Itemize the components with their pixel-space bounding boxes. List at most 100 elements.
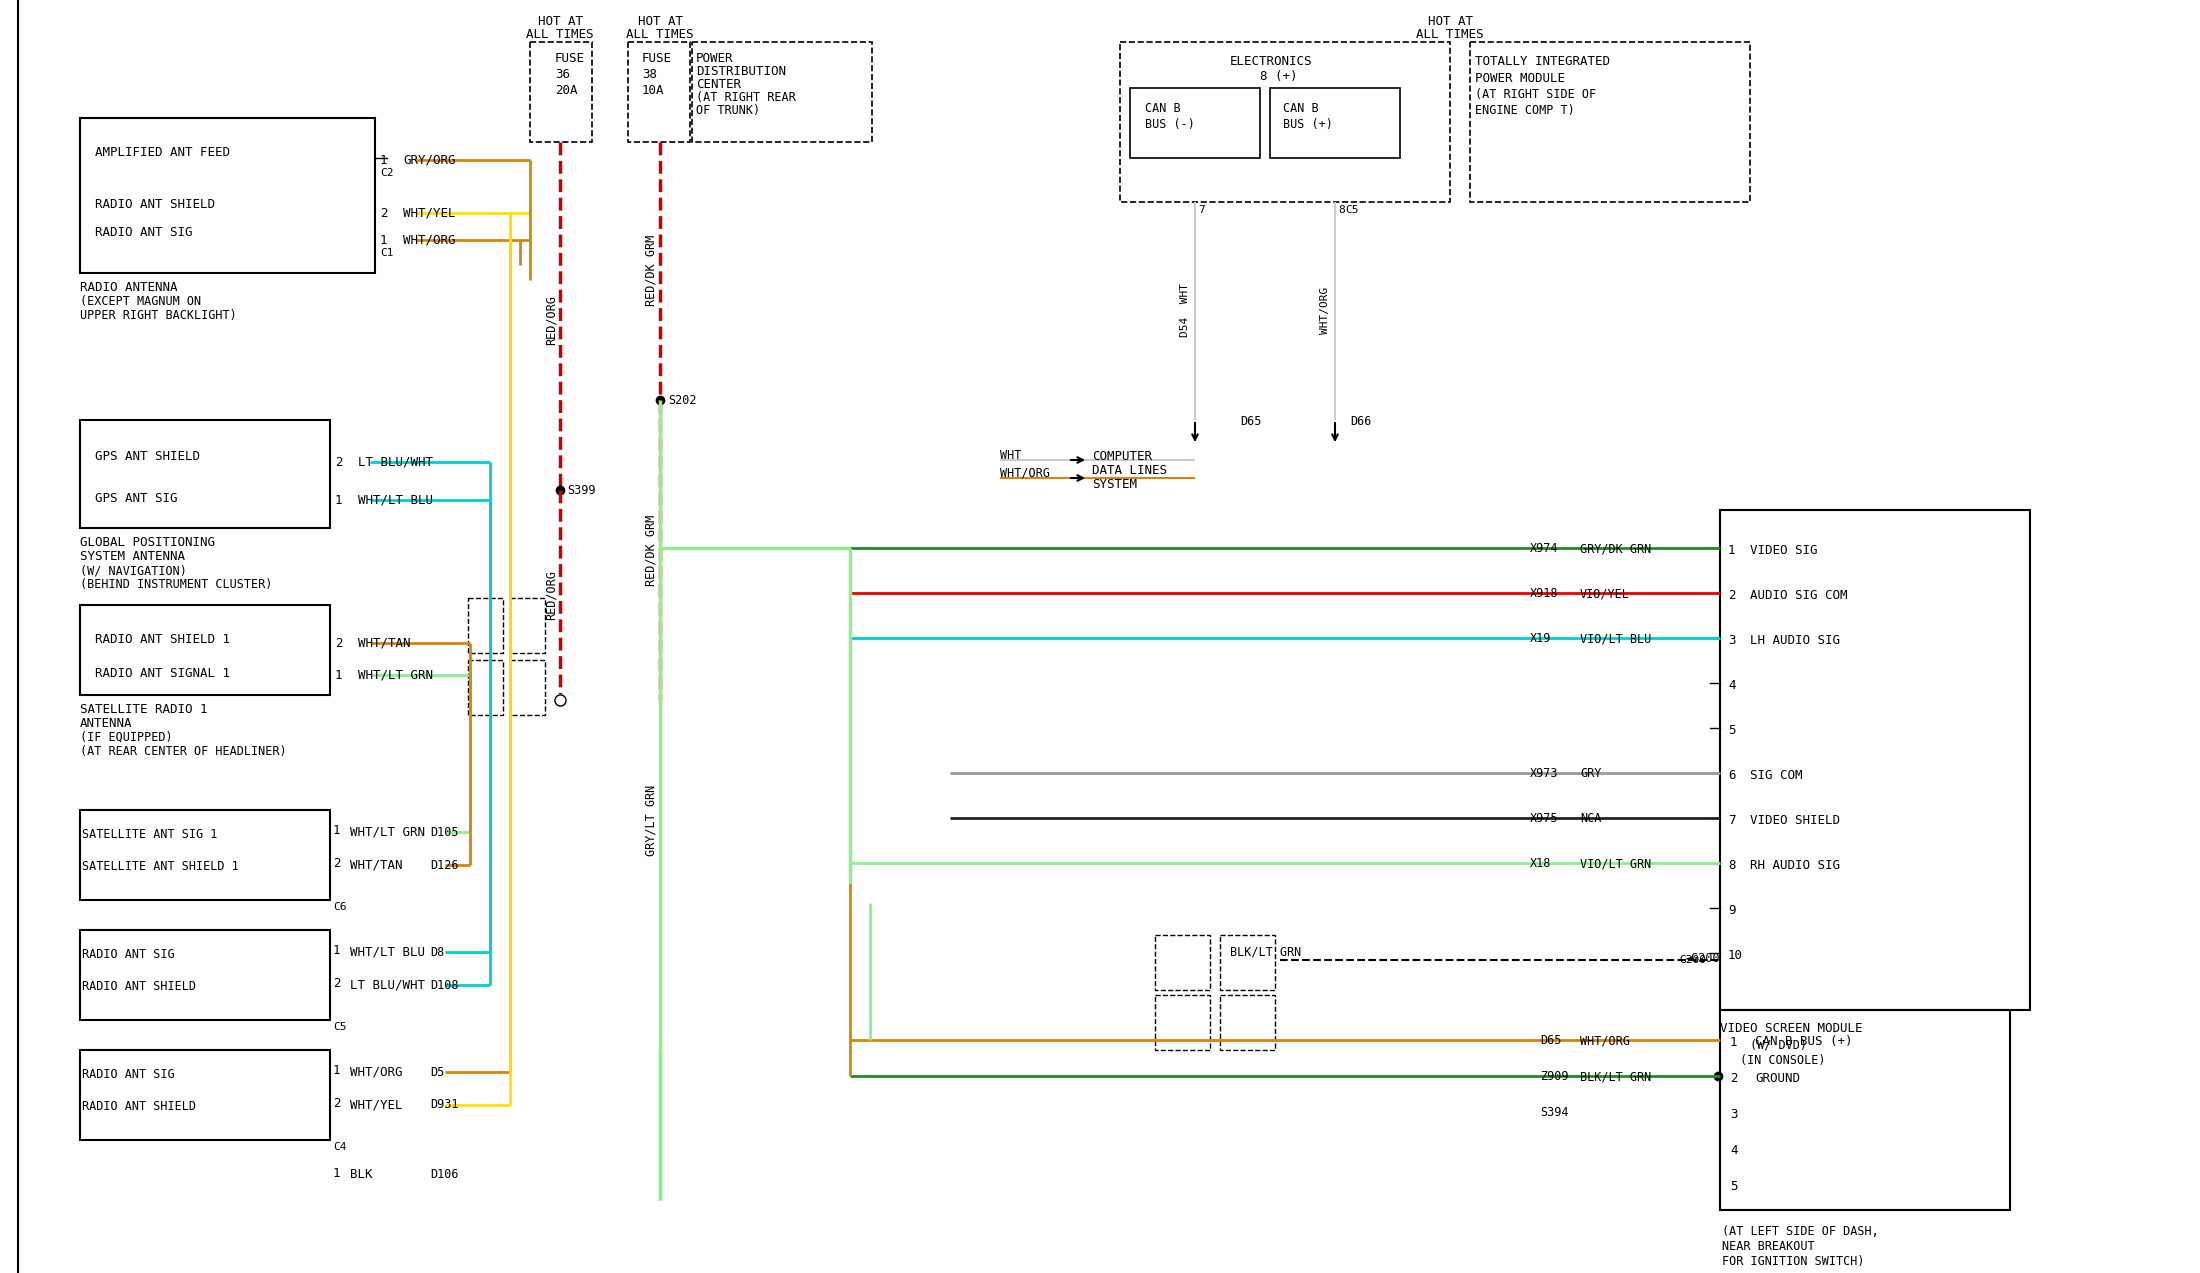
Text: WHT/ORG: WHT/ORG bbox=[1580, 1034, 1630, 1046]
Text: GRY/ORG: GRY/ORG bbox=[403, 154, 455, 167]
Text: D106: D106 bbox=[429, 1169, 458, 1181]
Text: POWER MODULE: POWER MODULE bbox=[1474, 73, 1564, 85]
Text: RADIO ANT SIG: RADIO ANT SIG bbox=[81, 948, 174, 961]
Text: 1: 1 bbox=[332, 1064, 341, 1077]
Text: RED/ORG: RED/ORG bbox=[546, 295, 559, 345]
Text: D5: D5 bbox=[429, 1066, 444, 1078]
Text: 8 (+): 8 (+) bbox=[1261, 70, 1298, 83]
Text: 10: 10 bbox=[1727, 948, 1742, 961]
Text: BUS (-): BUS (-) bbox=[1144, 118, 1195, 131]
Text: VIDEO SHIELD: VIDEO SHIELD bbox=[1749, 813, 1839, 826]
Bar bbox=[1155, 934, 1210, 990]
Text: GRY/DK GRN: GRY/DK GRN bbox=[1580, 542, 1652, 555]
Text: RADIO ANT SIG: RADIO ANT SIG bbox=[95, 227, 194, 239]
Text: 2: 2 bbox=[334, 636, 343, 651]
Text: ANTENNA: ANTENNA bbox=[79, 717, 132, 729]
Text: 2: 2 bbox=[332, 857, 341, 869]
Text: D108: D108 bbox=[429, 979, 458, 992]
Text: RADIO ANT SHIELD 1: RADIO ANT SHIELD 1 bbox=[95, 633, 231, 645]
Text: COMPUTER: COMPUTER bbox=[1091, 449, 1153, 463]
Bar bbox=[79, 810, 330, 900]
Text: VIO/LT GRN: VIO/LT GRN bbox=[1580, 857, 1652, 869]
Text: BLK/LT GRN: BLK/LT GRN bbox=[1580, 1071, 1652, 1083]
Bar bbox=[510, 659, 546, 715]
Text: (IN CONSOLE): (IN CONSOLE) bbox=[1740, 1054, 1826, 1067]
Text: AMPLIFIED ANT FEED: AMPLIFIED ANT FEED bbox=[95, 146, 231, 159]
Text: (BEHIND INSTRUMENT CLUSTER): (BEHIND INSTRUMENT CLUSTER) bbox=[79, 578, 273, 591]
Text: RADIO ANT SHIELD: RADIO ANT SHIELD bbox=[95, 199, 216, 211]
Text: WHT/LT GRN: WHT/LT GRN bbox=[359, 668, 433, 681]
Text: WHT/TAN: WHT/TAN bbox=[350, 858, 403, 872]
Text: OF TRUNK): OF TRUNK) bbox=[695, 104, 761, 117]
Text: 2: 2 bbox=[381, 207, 387, 220]
Text: 1: 1 bbox=[332, 824, 341, 838]
Text: SIG COM: SIG COM bbox=[1749, 769, 1802, 782]
Bar bbox=[1720, 1009, 2011, 1211]
Text: FUSE: FUSE bbox=[554, 52, 585, 65]
Text: GPS ANT SIG: GPS ANT SIG bbox=[95, 491, 178, 505]
Text: (IF EQUIPPED): (IF EQUIPPED) bbox=[79, 731, 172, 743]
Text: S394: S394 bbox=[1540, 1106, 1569, 1119]
Text: (EXCEPT MAGNUM ON: (EXCEPT MAGNUM ON bbox=[79, 295, 200, 308]
Text: D126: D126 bbox=[429, 858, 458, 872]
Text: 7: 7 bbox=[1199, 205, 1206, 215]
Text: ENGINE COMP T): ENGINE COMP T) bbox=[1474, 104, 1575, 117]
Text: WHT/LT GRN: WHT/LT GRN bbox=[350, 825, 425, 839]
Text: S399: S399 bbox=[568, 484, 596, 496]
Text: RH AUDIO SIG: RH AUDIO SIG bbox=[1749, 858, 1839, 872]
Text: SATELLITE RADIO 1: SATELLITE RADIO 1 bbox=[79, 703, 207, 715]
Text: DATA LINES: DATA LINES bbox=[1091, 463, 1166, 477]
Text: 2: 2 bbox=[332, 1097, 341, 1110]
Text: (AT RIGHT SIDE OF: (AT RIGHT SIDE OF bbox=[1474, 88, 1597, 101]
Text: WHT/ORG: WHT/ORG bbox=[1320, 286, 1331, 334]
Text: X974: X974 bbox=[1529, 542, 1558, 555]
Text: C4: C4 bbox=[332, 1142, 348, 1152]
Bar bbox=[1221, 934, 1276, 990]
Text: ◄G200: ◄G200 bbox=[1685, 951, 1720, 965]
Text: RADIO ANT SIG: RADIO ANT SIG bbox=[81, 1068, 174, 1081]
Text: CAN B: CAN B bbox=[1144, 102, 1181, 115]
Text: GRY/LT GRN: GRY/LT GRN bbox=[645, 784, 658, 855]
Text: 1: 1 bbox=[1729, 1035, 1738, 1049]
Bar bbox=[1120, 42, 1450, 202]
Text: VIDEO SIG: VIDEO SIG bbox=[1749, 544, 1817, 556]
Text: NEAR BREAKOUT: NEAR BREAKOUT bbox=[1723, 1240, 1815, 1253]
Text: ALL TIMES: ALL TIMES bbox=[526, 28, 594, 41]
Text: C2: C2 bbox=[381, 168, 394, 178]
Text: 3: 3 bbox=[1727, 634, 1736, 647]
Text: X918: X918 bbox=[1529, 587, 1558, 600]
Text: NCA: NCA bbox=[1580, 812, 1602, 825]
Text: 1: 1 bbox=[332, 945, 341, 957]
Text: RADIO ANT SHIELD: RADIO ANT SHIELD bbox=[81, 980, 196, 993]
Bar bbox=[1269, 88, 1399, 158]
Text: 2: 2 bbox=[334, 456, 343, 468]
Text: Z909: Z909 bbox=[1540, 1071, 1569, 1083]
Text: D66: D66 bbox=[1351, 415, 1371, 428]
Text: G200: G200 bbox=[1681, 955, 1707, 965]
Text: GLOBAL POSITIONING: GLOBAL POSITIONING bbox=[79, 536, 216, 549]
Text: CAN B BUS (+): CAN B BUS (+) bbox=[1756, 1035, 1852, 1049]
Text: SATELLITE ANT SIG 1: SATELLITE ANT SIG 1 bbox=[81, 827, 218, 841]
Text: WHT/YEL: WHT/YEL bbox=[403, 206, 455, 219]
Text: 1: 1 bbox=[381, 154, 387, 167]
Text: WHT/ORG: WHT/ORG bbox=[403, 233, 455, 247]
Bar bbox=[530, 42, 592, 143]
Text: (AT REAR CENTER OF HEADLINER): (AT REAR CENTER OF HEADLINER) bbox=[79, 745, 286, 757]
Text: D931: D931 bbox=[429, 1099, 458, 1111]
Bar bbox=[469, 598, 504, 653]
Bar bbox=[627, 42, 691, 143]
Text: 5: 5 bbox=[1727, 723, 1736, 737]
Text: 9: 9 bbox=[1727, 904, 1736, 917]
Bar bbox=[510, 598, 546, 653]
Text: LT BLU/WHT: LT BLU/WHT bbox=[350, 979, 425, 992]
Text: WHT/ORG: WHT/ORG bbox=[1001, 466, 1049, 480]
Text: WHT/ORG: WHT/ORG bbox=[350, 1066, 403, 1078]
Bar bbox=[79, 605, 330, 695]
Text: D105: D105 bbox=[429, 825, 458, 839]
Bar bbox=[1720, 510, 2031, 1009]
Text: CAN B: CAN B bbox=[1283, 102, 1318, 115]
Bar bbox=[79, 931, 330, 1020]
Bar bbox=[79, 118, 374, 272]
Text: HOT AT: HOT AT bbox=[638, 15, 682, 28]
Text: RADIO ANTENNA: RADIO ANTENNA bbox=[79, 281, 178, 294]
